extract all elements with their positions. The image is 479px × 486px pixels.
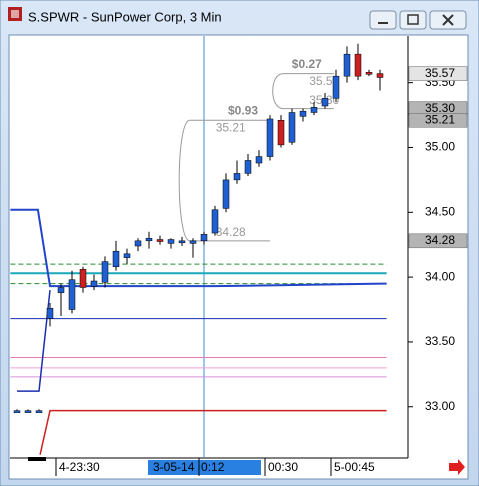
crosshair-label-bg	[148, 460, 261, 475]
minimize-icon	[378, 22, 388, 24]
measure-bracket	[272, 73, 284, 110]
candle-body	[90, 280, 98, 287]
candle-body	[244, 160, 252, 174]
candle-body	[277, 120, 285, 146]
candle-body	[57, 287, 65, 293]
candle-body	[68, 279, 76, 310]
indicator-line	[39, 409, 387, 455]
candle-body	[233, 173, 241, 181]
candle-body	[46, 307, 54, 319]
candle-body	[332, 75, 340, 99]
candle-body	[211, 209, 219, 234]
candle-body	[376, 73, 384, 78]
price-box	[408, 113, 468, 128]
candle-body	[123, 253, 131, 258]
close-icon	[442, 14, 454, 26]
candle-body	[24, 410, 32, 413]
candle-body	[178, 240, 186, 244]
x-tick-label: 3-05-14 0:12	[153, 460, 225, 474]
maximize-icon	[407, 14, 419, 25]
candle-body	[167, 239, 175, 244]
candle-body	[288, 112, 296, 143]
x-tick-label: 00:30	[268, 460, 298, 474]
price-box	[408, 233, 468, 249]
candle-body	[112, 250, 120, 267]
maximize-button[interactable]	[399, 10, 427, 30]
chart-panel	[8, 34, 469, 480]
y-tick-label: 33.00	[425, 399, 455, 413]
price-box-label: 35.21	[425, 112, 455, 126]
indicator-line	[17, 289, 51, 392]
measure-label: $0.27	[292, 57, 322, 71]
candle-body	[354, 53, 362, 77]
candle-body	[222, 179, 230, 209]
y-tick-label: 34.50	[425, 204, 455, 218]
candle-body	[299, 110, 307, 117]
y-tick-label: 33.50	[425, 334, 455, 348]
scroll-arrow[interactable]	[449, 459, 465, 475]
window-buttons[interactable]	[369, 10, 467, 30]
y-tick-label: 34.00	[425, 269, 455, 283]
price-box	[408, 66, 468, 81]
candle-body	[13, 410, 21, 413]
candle-body	[134, 240, 142, 247]
candle-body	[310, 107, 318, 113]
candle-body	[255, 156, 263, 164]
measure-label: $0.93	[228, 103, 258, 117]
candle-body	[343, 53, 351, 77]
minimize-button[interactable]	[369, 10, 397, 30]
price-box-label: 35.30	[425, 101, 455, 115]
measure-to-label: 35.57	[309, 74, 339, 88]
candle-body	[321, 97, 329, 107]
app-icon-inner	[11, 10, 19, 18]
measure-from-label: 34.28	[216, 225, 246, 239]
candle-body	[79, 269, 87, 288]
measure-bracket	[178, 119, 190, 242]
candle-body	[35, 410, 43, 413]
candle-body	[266, 118, 274, 157]
indicator-line	[10, 208, 387, 288]
scroll-marker	[28, 457, 46, 461]
measure-to-label: 35.21	[216, 120, 246, 134]
x-tick-label: 4-23:30	[59, 460, 100, 474]
candle-body	[156, 239, 164, 242]
candle-body	[365, 72, 373, 75]
x-tick-label: 5-00:45	[334, 460, 375, 474]
window-title: S.SPWR - SunPower Corp, 3 Min	[28, 9, 222, 24]
y-tick-label: 35.00	[425, 140, 455, 154]
price-box-label: 35.57	[425, 66, 455, 80]
candle-body	[200, 234, 208, 242]
candle-body	[189, 240, 197, 244]
candle-body	[101, 261, 109, 283]
price-box-label: 34.28	[425, 233, 455, 247]
candle-body	[145, 237, 153, 242]
